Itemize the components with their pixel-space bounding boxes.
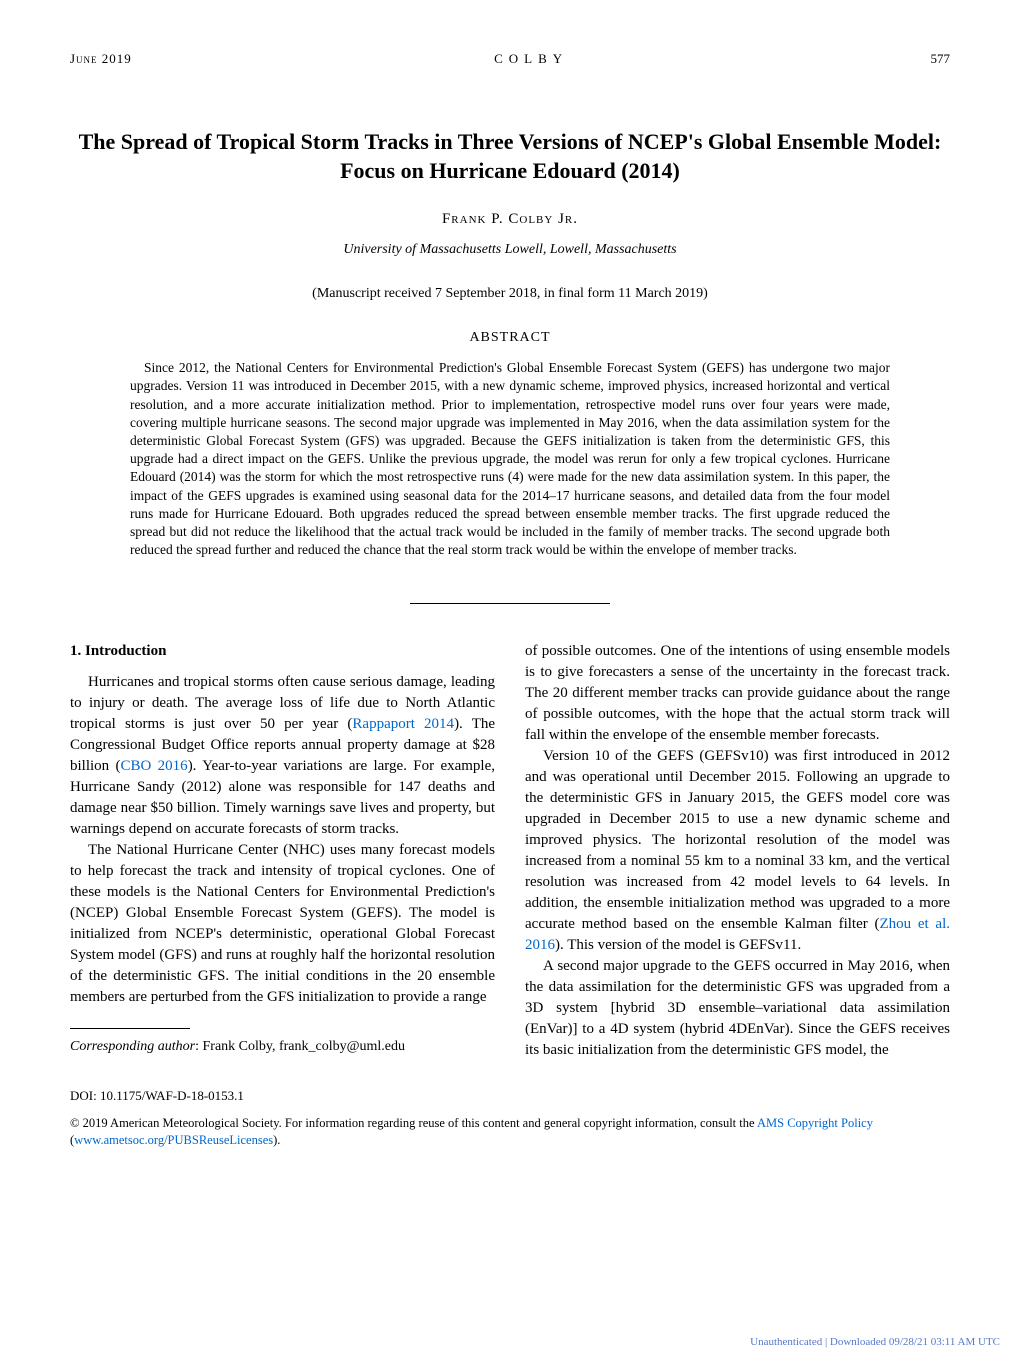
author-affiliation: University of Massachusetts Lowell, Lowe… (70, 240, 950, 260)
corresponding-text: : Frank Colby, frank_colby@uml.edu (195, 1039, 405, 1054)
section-divider (70, 590, 950, 611)
two-column-body: 1. Introduction Hurricanes and tropical … (70, 641, 950, 1061)
para3-text-a: Version 10 of the GEFS (GEFSv10) was fir… (525, 748, 950, 932)
copyright-text-a: © 2019 American Meteorological Society. … (70, 1116, 757, 1130)
left-column: 1. Introduction Hurricanes and tropical … (70, 641, 495, 1061)
footer-divider (70, 1028, 190, 1029)
divider-line (410, 603, 610, 604)
header-author: COLBY (494, 50, 568, 68)
download-watermark: Unauthenticated | Downloaded 09/28/21 03… (750, 1335, 1000, 1350)
copyright-link-url[interactable]: www.ametsoc.org/PUBSReuseLicenses (74, 1133, 273, 1147)
running-header: June 2019 COLBY 577 (70, 50, 950, 68)
doi-line: DOI: 10.1175/WAF-D-18-0153.1 (70, 1087, 950, 1105)
abstract-heading: ABSTRACT (70, 328, 950, 348)
corresponding-author: Corresponding author: Frank Colby, frank… (70, 1037, 495, 1057)
intro-para-1: Hurricanes and tropical storms often cau… (70, 672, 495, 840)
citation-rappaport[interactable]: Rappaport 2014 (352, 716, 454, 732)
copyright-notice: © 2019 American Meteorological Society. … (70, 1115, 950, 1150)
para3-text-b: ). This version of the model is GEFSv11. (555, 937, 801, 953)
abstract-body: Since 2012, the National Centers for Env… (130, 359, 890, 559)
intro-para-4: A second major upgrade to the GEFS occur… (525, 956, 950, 1061)
author-name: Frank P. Colby Jr. (70, 209, 950, 230)
header-page-number: 577 (931, 50, 951, 68)
section-1-heading: 1. Introduction (70, 641, 495, 662)
manuscript-dates: (Manuscript received 7 September 2018, i… (70, 284, 950, 304)
header-date: June 2019 (70, 50, 132, 68)
intro-para-3: Version 10 of the GEFS (GEFSv10) was fir… (525, 746, 950, 956)
corresponding-label: Corresponding author (70, 1039, 195, 1054)
intro-para-2: The National Hurricane Center (NHC) uses… (70, 840, 495, 1008)
right-column: of possible outcomes. One of the intenti… (525, 641, 950, 1061)
article-title: The Spread of Tropical Storm Tracks in T… (70, 128, 950, 185)
copyright-link-policy[interactable]: AMS Copyright Policy (757, 1116, 873, 1130)
copyright-text-c: ). (273, 1133, 280, 1147)
citation-cbo[interactable]: CBO 2016 (121, 758, 188, 774)
intro-para-2-cont: of possible outcomes. One of the intenti… (525, 641, 950, 746)
